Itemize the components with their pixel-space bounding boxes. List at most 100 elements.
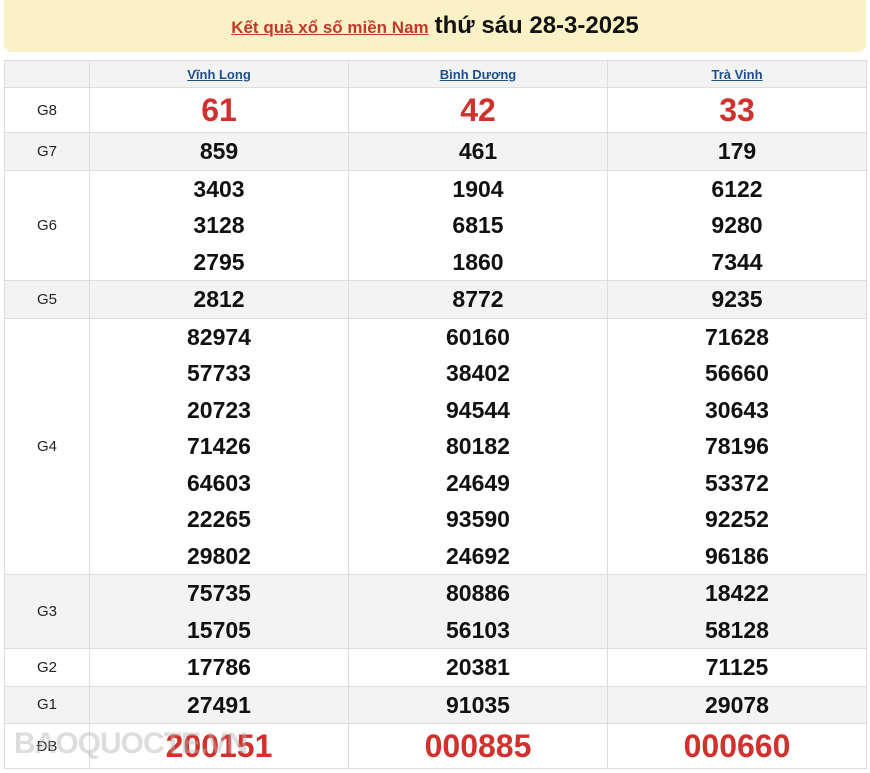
result-cell: 200151 — [89, 723, 349, 769]
result-cell: 18422 58128 — [607, 574, 867, 649]
prize-row: G5 2812 8772 9235 — [4, 280, 867, 319]
winning-number: 7344 — [711, 248, 763, 275]
prize-label: G6 — [4, 169, 90, 281]
winning-number: 3403 — [193, 175, 245, 202]
winning-number: 2812 — [193, 286, 245, 312]
result-cell: 71125 — [607, 648, 867, 687]
result-cell: 82974 57733 20723 71426 64603 22265 29802 — [89, 317, 349, 575]
winning-number: 17786 — [187, 654, 251, 680]
winning-number: 1860 — [452, 248, 504, 275]
winning-number: 29802 — [187, 542, 251, 569]
result-cell: 17786 — [89, 648, 349, 687]
result-cell: 179 — [607, 132, 867, 171]
winning-number: 1904 — [452, 175, 504, 202]
result-cell: 859 — [89, 132, 349, 171]
winning-number: 93590 — [446, 506, 510, 532]
winning-number: 9280 — [711, 212, 763, 238]
winning-number: 6122 — [711, 175, 763, 202]
winning-number: 18422 — [705, 580, 769, 606]
winning-number: 200151 — [165, 728, 273, 764]
draw-date: thứ sáu 28-3-2025 — [434, 12, 639, 39]
prize-label: G1 — [4, 685, 90, 724]
result-cell: 75735 15705 — [89, 574, 349, 649]
result-cell: 461 — [348, 132, 608, 171]
result-cell: 9235 — [607, 280, 867, 319]
winning-number: 92252 — [705, 506, 769, 532]
winning-number: 20381 — [446, 654, 510, 680]
prize-row: G2 17786 20381 71125 — [4, 648, 867, 687]
prize-row: G1 27491 91035 29078 — [4, 685, 867, 724]
winning-number: 94544 — [446, 396, 510, 423]
province-link[interactable]: Vĩnh Long — [187, 66, 251, 82]
winning-number: 96186 — [705, 542, 769, 569]
winning-number: 15705 — [187, 616, 251, 643]
prize-label: ĐB — [4, 723, 90, 769]
winning-number: 71426 — [187, 433, 251, 459]
winning-number: 61 — [201, 92, 237, 128]
winning-number: 000885 — [424, 728, 532, 764]
prize-row: G8 61 42 33 — [4, 87, 867, 133]
winning-number: 33 — [719, 92, 755, 128]
winning-number: 60160 — [446, 323, 510, 350]
winning-number: 75735 — [187, 580, 251, 606]
corner-cell — [4, 60, 90, 88]
winning-number: 56103 — [446, 616, 510, 643]
result-cell: 20381 — [348, 648, 608, 687]
prize-row: ĐB 200151 000885 000660 — [4, 723, 867, 769]
result-cell: 2812 — [89, 280, 349, 319]
results-table: Vĩnh Long Bình Dương Trà Vinh G8 61 42 33 G7… — [4, 60, 867, 769]
winning-number: 82974 — [187, 323, 251, 350]
province-link[interactable]: Trà Vinh — [711, 66, 763, 82]
result-cell: 000885 — [348, 723, 608, 769]
winning-number: 91035 — [446, 691, 510, 718]
prize-row: G6 3403 3128 2795 1904 6815 1860 6122 9280 7344 — [4, 169, 867, 281]
prize-label: G4 — [4, 317, 90, 575]
winning-number: 6815 — [452, 212, 504, 238]
result-cell: 80886 56103 — [348, 574, 608, 649]
winning-number: 71125 — [705, 654, 769, 680]
result-cell: 3403 3128 2795 — [89, 169, 349, 281]
winning-number: 56660 — [705, 360, 769, 386]
results-title: Kết quả xổ số miền Nam thứ sáu 28-3-2025 — [4, 0, 866, 52]
prize-label: G8 — [4, 87, 90, 133]
winning-number: 30643 — [705, 396, 769, 423]
winning-number: 80886 — [446, 580, 510, 606]
winning-number: 461 — [458, 138, 498, 164]
winning-number: 20723 — [187, 396, 251, 423]
winning-number: 859 — [199, 138, 239, 164]
result-cell: 1904 6815 1860 — [348, 169, 608, 281]
winning-number: 80182 — [446, 433, 510, 459]
winning-number: 9235 — [711, 286, 763, 312]
result-cell: 27491 — [89, 685, 349, 724]
result-cell: 42 — [348, 87, 608, 133]
prize-row: G3 75735 15705 80886 56103 18422 58128 — [4, 574, 867, 649]
region-link[interactable]: Kết quả xổ số miền Nam — [231, 18, 429, 37]
winning-number: 53372 — [705, 469, 769, 496]
prize-row: G7 859 461 179 — [4, 132, 867, 171]
prize-row: G4 82974 57733 20723 71426 64603 22265 29802 601… — [4, 317, 867, 575]
result-cell: 91035 — [348, 685, 608, 724]
prize-label: G3 — [4, 574, 90, 649]
result-cell: 60160 38402 94544 80182 24649 93590 24692 — [348, 317, 608, 575]
prize-label: G2 — [4, 648, 90, 687]
winning-number: 29078 — [705, 691, 769, 718]
result-cell: 000660 — [607, 723, 867, 769]
winning-number: 3128 — [193, 212, 245, 238]
winning-number: 38402 — [446, 360, 510, 386]
winning-number: 8772 — [452, 286, 504, 312]
result-cell: 29078 — [607, 685, 867, 724]
province-link[interactable]: Bình Dương — [439, 66, 517, 82]
result-cell: 6122 9280 7344 — [607, 169, 867, 281]
winning-number: 58128 — [705, 616, 769, 643]
result-cell: 33 — [607, 87, 867, 133]
result-cell: 61 — [89, 87, 349, 133]
winning-number: 24649 — [446, 469, 510, 496]
winning-number: 57733 — [187, 360, 251, 386]
result-cell: 8772 — [348, 280, 608, 319]
winning-number: 179 — [717, 138, 757, 164]
winning-number: 22265 — [187, 506, 251, 532]
winning-number: 42 — [460, 92, 496, 128]
result-cell: 71628 56660 30643 78196 53372 92252 96186 — [607, 317, 867, 575]
winning-number: 71628 — [705, 323, 769, 350]
winning-number: 27491 — [187, 691, 251, 718]
